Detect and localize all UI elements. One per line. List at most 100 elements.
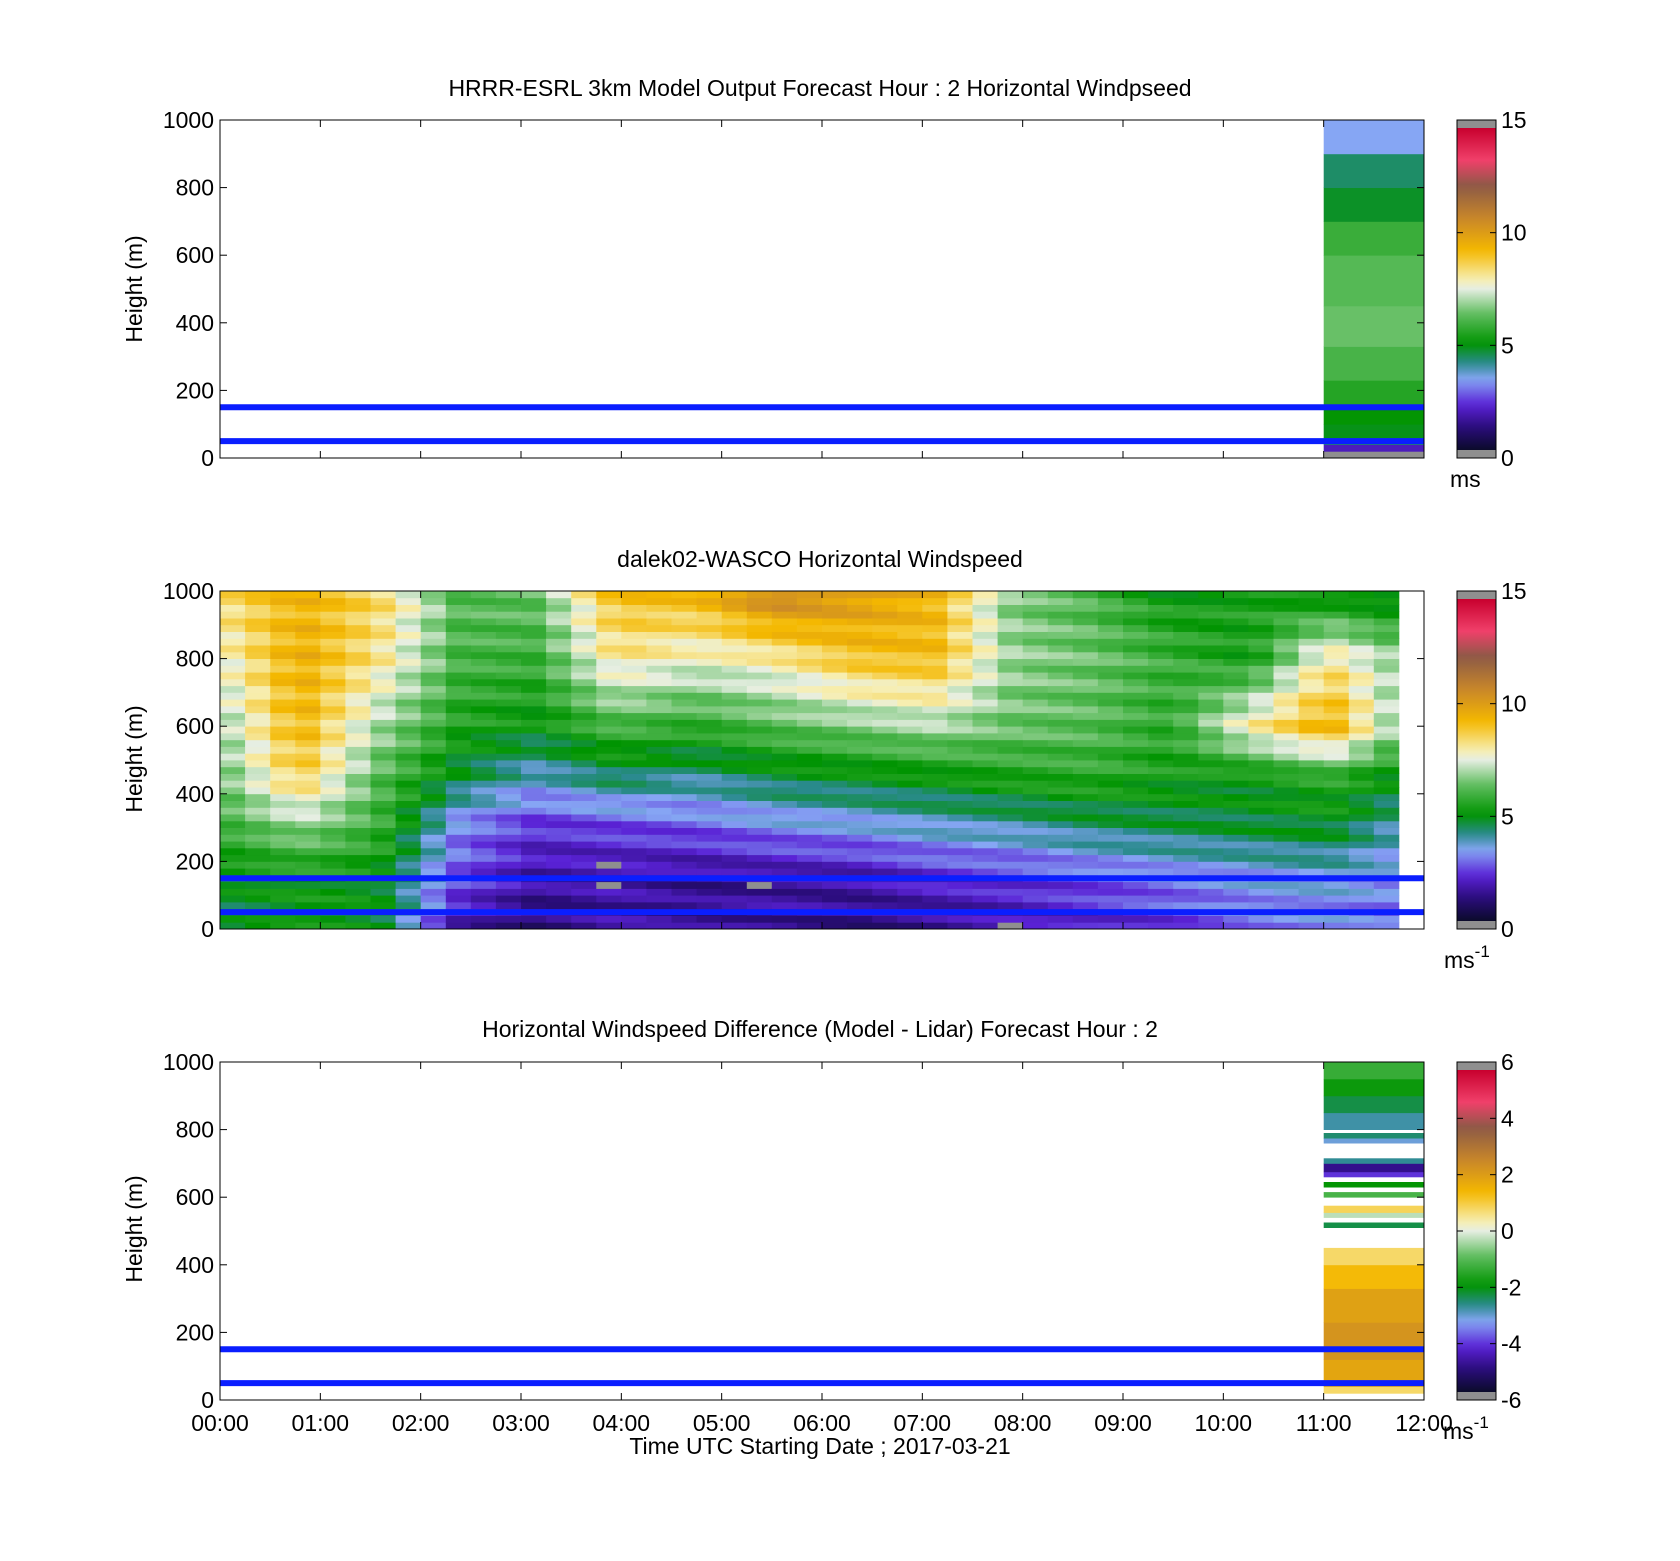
heatmap-cell: [972, 678, 998, 687]
heatmap-cell: [295, 814, 321, 822]
heatmap-cell: [822, 645, 848, 653]
heatmap-cell: [1198, 746, 1224, 754]
heatmap-cell: [646, 611, 672, 619]
x-tick-label: 06:00: [793, 1410, 851, 1436]
heatmap-cell: [1323, 424, 1424, 439]
heatmap-cell: [596, 915, 622, 923]
heatmap-cell: [1097, 658, 1124, 666]
heatmap-cell: [1348, 665, 1375, 673]
heatmap-cell: [922, 820, 948, 828]
heatmap-cell: [1022, 834, 1049, 842]
colorbar-over-cap: [1457, 591, 1496, 599]
heatmap-cell: [771, 793, 798, 801]
heatmap-cell: [646, 692, 672, 700]
heatmap-cell: [445, 766, 472, 774]
heatmap-cell: [1148, 651, 1174, 659]
heatmap-cell: [872, 881, 898, 889]
heatmap-cell: [1198, 895, 1224, 903]
heatmap-cell: [1323, 699, 1350, 707]
heatmap-cell: [521, 726, 547, 734]
heatmap-cell: [320, 760, 346, 768]
x-axis-ticks: [219, 120, 1425, 458]
heatmap-cell: [1298, 902, 1325, 910]
heatmap-cell: [1273, 814, 1299, 822]
heatmap-cell: [345, 712, 371, 720]
heatmap-cell: [847, 699, 873, 707]
heatmap-cell: [521, 692, 547, 700]
heatmap-cell: [470, 699, 497, 707]
heatmap-cell: [721, 712, 748, 720]
heatmap-cell: [1223, 611, 1249, 619]
heatmap-cell: [1248, 902, 1274, 910]
heatmap-cell: [420, 611, 447, 619]
heatmap-cell: [771, 868, 798, 876]
heatmap-cell: [1323, 187, 1424, 222]
heatmap-cell: [420, 692, 447, 700]
heatmap-cell: [696, 678, 723, 687]
heatmap-cell: [1097, 834, 1124, 842]
heatmap-cell: [1198, 915, 1224, 923]
heatmap-cell: [1223, 665, 1249, 673]
heatmap-cell: [746, 793, 773, 801]
heatmap-cell: [445, 645, 472, 653]
heatmap-cell: [621, 712, 647, 720]
heatmap-cell: [997, 746, 1024, 754]
heatmap-cell: [1223, 841, 1249, 849]
heatmap-cell: [1022, 922, 1049, 930]
plot-area: [219, 119, 1425, 459]
heatmap-cell: [1022, 746, 1049, 754]
heatmap-cell: [822, 827, 848, 835]
heatmap-cell: [345, 766, 371, 774]
heatmap-cell: [320, 631, 346, 639]
heatmap-cell: [621, 746, 647, 754]
heatmap-cell: [922, 841, 948, 849]
heatmap-cell: [1323, 1078, 1424, 1097]
heatmap-cell: [872, 780, 898, 788]
heatmap-cell: [220, 672, 246, 680]
heatmap-cell: [1298, 638, 1325, 646]
heatmap-cell: [1223, 705, 1249, 714]
heatmap-cell: [546, 753, 572, 761]
heatmap-cell: [1097, 827, 1124, 835]
heatmap-cell: [972, 638, 998, 646]
heatmap-cell: [1323, 787, 1350, 795]
heatmap-cell: [1273, 678, 1299, 687]
heatmap-cell: [295, 651, 321, 659]
heatmap-cell: [746, 746, 773, 754]
heatmap-cell: [847, 705, 873, 714]
heatmap-cell: [495, 807, 522, 815]
heatmap-cell: [596, 638, 622, 646]
heatmap-cell: [1273, 820, 1299, 828]
heatmap-cell: [897, 807, 923, 815]
heatmap-cell: [1273, 753, 1299, 761]
heatmap-cell: [671, 651, 697, 659]
heatmap-cell: [621, 820, 647, 828]
heatmap-cell: [470, 611, 497, 619]
heatmap-cell: [345, 591, 371, 599]
heatmap-cell: [420, 672, 447, 680]
heatmap-cell: [270, 834, 296, 842]
heatmap-cell: [646, 814, 672, 822]
heatmap-cell: [320, 712, 346, 720]
heatmap-cell: [721, 902, 748, 910]
heatmap-cell: [1173, 888, 1199, 896]
heatmap-cell: [1323, 807, 1350, 815]
heatmap-cell: [245, 665, 271, 673]
heatmap-cell: [521, 604, 547, 612]
heatmap-cell: [420, 807, 447, 815]
heatmap-cell: [1348, 699, 1375, 707]
heatmap-cell: [972, 746, 998, 754]
heatmap-cell: [445, 624, 472, 632]
heatmap-cell: [370, 624, 396, 632]
heatmap-cell: [947, 780, 973, 788]
colorbar-tick-label: 6: [1501, 1049, 1514, 1075]
heatmap-cell: [495, 800, 522, 808]
heatmap-cell: [922, 638, 948, 646]
heatmap-cell: [445, 787, 472, 795]
heatmap-cell: [922, 685, 948, 693]
heatmap-cell: [420, 827, 447, 835]
heatmap-cell: [1198, 753, 1224, 761]
heatmap-cell: [746, 739, 773, 747]
heatmap-cell: [1173, 645, 1199, 653]
